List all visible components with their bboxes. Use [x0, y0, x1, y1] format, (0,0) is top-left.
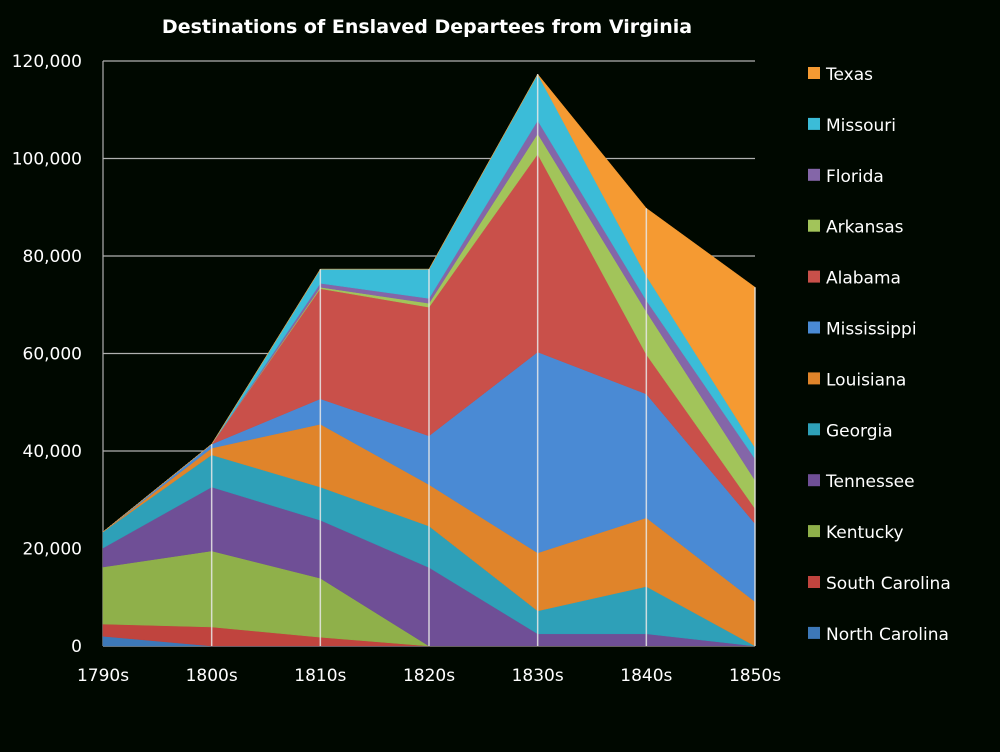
- legend-label: Kentucky: [826, 523, 904, 543]
- legend-label: North Carolina: [826, 625, 949, 645]
- legend-item: North Carolina: [808, 625, 949, 645]
- legend-label: Alabama: [826, 269, 901, 289]
- x-tick-label: 1840s: [620, 666, 672, 686]
- x-tick-label: 1810s: [294, 666, 346, 686]
- legend-swatch: [808, 423, 820, 436]
- legend-swatch: [808, 168, 820, 181]
- legend-label: Texas: [825, 65, 873, 85]
- x-tick-label: 1790s: [77, 666, 129, 686]
- y-tick-label: 60,000: [23, 345, 82, 365]
- x-tick-label: 1830s: [512, 666, 564, 686]
- legend-swatch: [808, 372, 820, 385]
- chart-title: Destinations of Enslaved Departees from …: [162, 16, 692, 38]
- x-tick-label: 1820s: [403, 666, 455, 686]
- legend-label: South Carolina: [826, 574, 951, 594]
- y-axis-ticks: 0 20,000 40,000 60,000 80,000 100,000 120,000: [12, 52, 82, 657]
- legend: Texas Missouri Florida Arkansas Alabama Missi…: [808, 65, 951, 645]
- y-tick-label: 20,000: [23, 540, 82, 560]
- legend-swatch: [808, 117, 820, 130]
- legend-label: Florida: [826, 167, 884, 187]
- y-tick-label: 0: [71, 637, 82, 657]
- legend-item: Arkansas: [808, 218, 904, 238]
- y-tick-label: 40,000: [23, 442, 82, 462]
- legend-swatch: [808, 270, 820, 283]
- legend-item: Missouri: [808, 116, 896, 136]
- y-tick-label: 100,000: [12, 150, 82, 170]
- legend-label: Georgia: [826, 421, 893, 441]
- legend-swatch: [808, 67, 820, 79]
- y-tick-label: 80,000: [23, 247, 82, 267]
- legend-item: Texas: [808, 65, 873, 85]
- legend-swatch: [808, 219, 820, 232]
- x-axis-ticks: 1790s 1800s 1810s 1820s 1830s 1840s 1850s: [77, 666, 781, 686]
- legend-item: Mississippi: [808, 320, 917, 340]
- legend-swatch: [808, 525, 820, 538]
- legend-item: Georgia: [808, 421, 893, 441]
- legend-item: Florida: [808, 167, 884, 187]
- y-tick-label: 120,000: [12, 52, 82, 72]
- legend-item: Kentucky: [808, 523, 904, 543]
- legend-item: Louisiana: [808, 370, 906, 390]
- legend-label: Louisiana: [826, 370, 906, 390]
- legend-item: Tennessee: [808, 472, 915, 492]
- category-lines: [210, 74, 756, 646]
- x-tick-label: 1850s: [729, 666, 781, 686]
- x-tick-label: 1800s: [186, 666, 238, 686]
- legend-swatch: [808, 626, 820, 639]
- legend-swatch: [808, 576, 820, 588]
- legend-item: South Carolina: [808, 574, 951, 594]
- legend-label: Mississippi: [826, 320, 917, 340]
- legend-item: Alabama: [808, 269, 901, 289]
- legend-label: Arkansas: [826, 218, 904, 238]
- legend-swatch: [808, 321, 820, 334]
- legend-swatch: [808, 474, 820, 487]
- legend-label: Tennessee: [825, 472, 915, 492]
- legend-label: Missouri: [826, 116, 896, 136]
